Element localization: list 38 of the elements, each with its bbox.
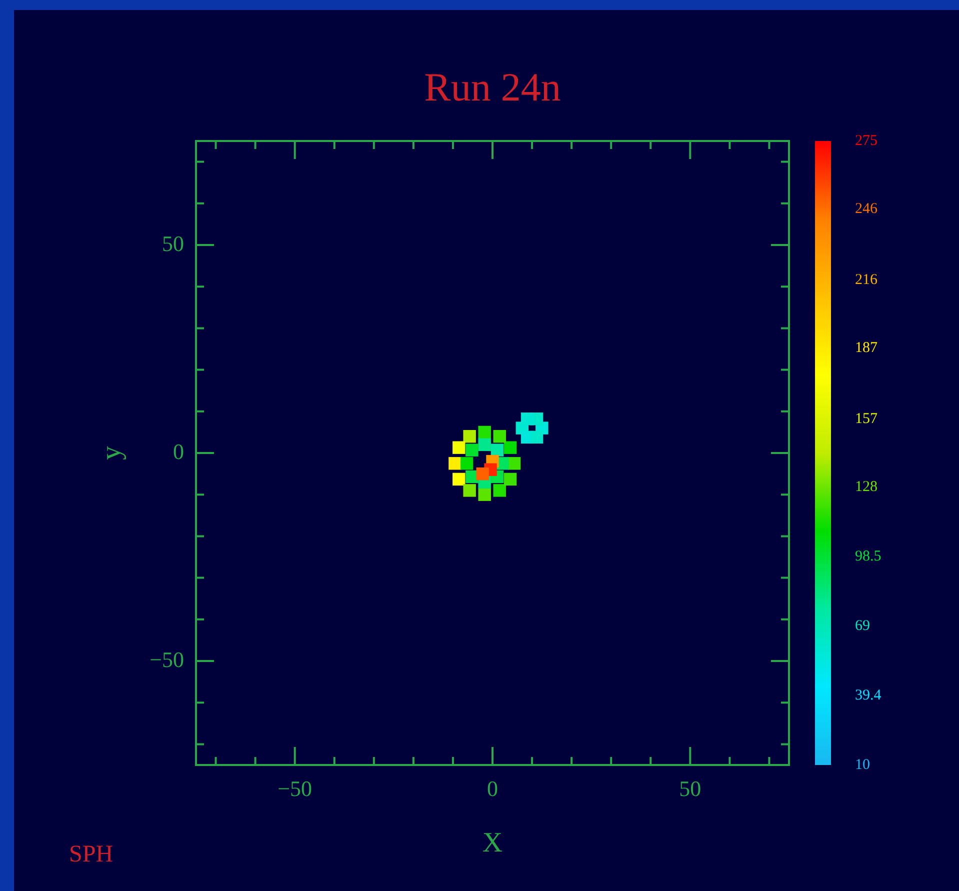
color-bar-label: 275: [855, 132, 878, 149]
color-bar-label: 10: [855, 756, 870, 773]
point: [508, 457, 521, 470]
text: SPH: [69, 841, 114, 868]
point: [463, 430, 476, 443]
x-tick-label: −50: [278, 776, 312, 801]
point: [478, 438, 491, 452]
point: [530, 430, 544, 444]
color-bar-label: 128: [855, 479, 878, 496]
point: [478, 426, 491, 439]
y-tick-label: 50: [162, 230, 184, 256]
point: [490, 444, 504, 456]
color-bar-label: 69: [855, 618, 870, 634]
color-bar-label: 98.5: [855, 548, 882, 565]
point: [463, 484, 476, 497]
color-bar-label: 216: [855, 272, 878, 288]
x-tick-label: 0: [487, 776, 498, 801]
x-tick-label: 50: [679, 776, 702, 801]
point: [504, 441, 517, 454]
color-bar-label: 157: [855, 410, 878, 427]
point: [466, 444, 478, 456]
color-bar-label: 39.4: [855, 688, 882, 704]
point: [478, 488, 491, 501]
color-bar-label: 246: [855, 201, 878, 218]
chart-title: Run 24n: [424, 64, 561, 110]
point: [460, 457, 474, 470]
color-bar-label: 187: [855, 340, 878, 356]
y-axis-title: y: [96, 446, 128, 460]
y-tick-label: 0: [173, 438, 184, 464]
point: [452, 472, 466, 486]
x-axis-title: X: [482, 828, 503, 859]
y-tick-label: −50: [150, 646, 184, 672]
point: [504, 472, 517, 486]
point: [493, 484, 506, 497]
point: [452, 441, 466, 454]
point: [493, 430, 506, 443]
point: [476, 467, 489, 480]
point: [448, 457, 462, 470]
